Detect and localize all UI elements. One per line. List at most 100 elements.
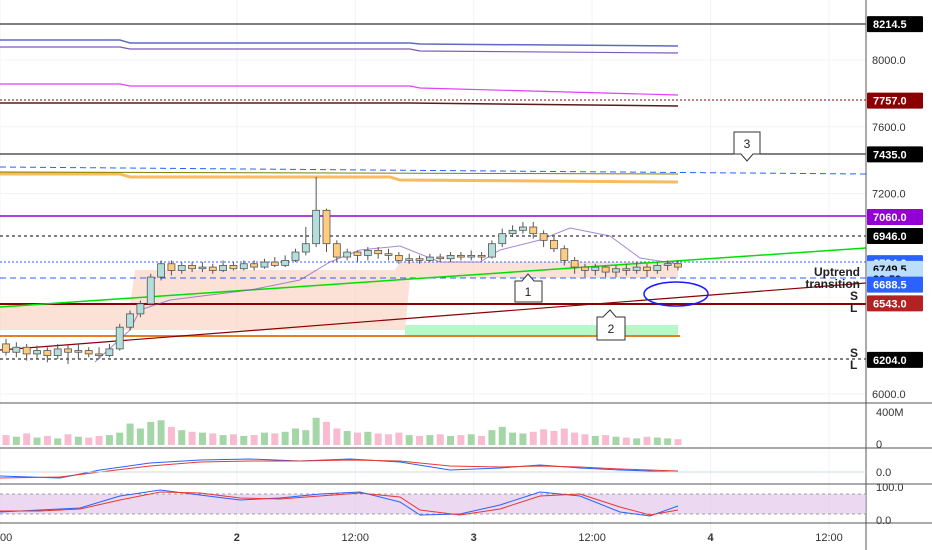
volume-bar: [116, 432, 124, 445]
candle-body: [33, 350, 41, 355]
candle-body: [519, 226, 527, 231]
volume-bar: [85, 437, 93, 445]
volume-bar: [364, 431, 372, 445]
volume-bar: [188, 431, 196, 445]
candle-body: [353, 251, 362, 256]
price-label-badge: 6946.0: [867, 228, 923, 245]
volume-bar: [467, 434, 475, 445]
ma-line-pink: [0, 83, 679, 96]
volume-bar: [633, 438, 641, 445]
candle-body: [198, 266, 207, 270]
volume-bar: [426, 435, 434, 445]
candle-body: [301, 243, 310, 253]
demand-zone: [0, 262, 678, 330]
price-label-badge: 7060.0: [867, 208, 923, 225]
candle-body: [560, 248, 569, 261]
callout-3: 3: [733, 131, 761, 162]
candle-body: [291, 251, 300, 261]
volume-bar: [509, 432, 517, 445]
volume-bar: [519, 433, 527, 445]
time-tick-label: 00: [0, 532, 12, 544]
price-label-badge: 6543.0: [867, 295, 923, 312]
candle-body: [208, 266, 217, 271]
candle-body: [239, 263, 248, 270]
volume-bar: [571, 432, 579, 445]
candle-body: [581, 266, 589, 271]
volume-bar: [478, 435, 486, 445]
macd-pane: [0, 458, 866, 479]
candle-body: [394, 254, 403, 261]
volume-bar: [302, 430, 310, 445]
candle-body: [157, 263, 165, 278]
candle-body: [591, 266, 600, 271]
volume-bar: [385, 434, 393, 445]
volume-bar: [23, 433, 31, 445]
volume-bar: [260, 432, 268, 445]
volume-bar: [581, 434, 589, 445]
drawing-lines: [0, 23, 867, 363]
candle-body: [126, 313, 134, 328]
volume-bar: [550, 430, 558, 445]
candle-body: [64, 348, 72, 353]
ma-line-orange: [0, 172, 679, 184]
ma-line-olive: [0, 171, 679, 175]
candle-body: [105, 348, 114, 356]
candle-body: [12, 346, 21, 353]
time-tick-label: 12:00: [815, 532, 843, 544]
candle-body: [425, 256, 434, 261]
moving-average-lines: [0, 39, 679, 184]
bollinger-line: [94, 227, 679, 363]
candle-body: [415, 258, 424, 261]
volume-bar: [540, 429, 548, 445]
svg-text:7060.0: 7060.0: [873, 212, 907, 224]
l-marker-lower: L: [850, 358, 857, 372]
candle-body: [115, 326, 124, 350]
candle-body: [53, 348, 62, 356]
candle-body: [363, 249, 372, 256]
time-tick-label: 3: [471, 532, 477, 544]
candle-body: [260, 261, 269, 268]
zones: [0, 262, 680, 337]
callout-2: 2: [596, 309, 626, 341]
volume-bar: [126, 423, 134, 445]
candle-body: [188, 265, 196, 270]
maroon-trendline: [0, 282, 867, 351]
time-tick-label: 2: [234, 532, 240, 544]
candle-body: [663, 263, 672, 266]
volume-bar: [374, 433, 382, 445]
price-label-badge: 8214.5: [867, 16, 923, 33]
volume-bar: [240, 435, 248, 445]
volume-bar: [147, 421, 155, 445]
volume-bar: [457, 435, 465, 445]
volume-bar: [12, 436, 20, 445]
volume-bar: [333, 428, 341, 445]
candle-body: [498, 233, 507, 245]
volume-bar: [653, 437, 661, 445]
volume-bar: [343, 430, 351, 445]
svg-text:6204.0: 6204.0: [873, 355, 907, 367]
candle-body: [467, 254, 476, 258]
volume-bar: [271, 433, 279, 445]
candles: [2, 176, 682, 364]
ma-line-blue-1: [0, 39, 679, 47]
svg-text:6543.0: 6543.0: [873, 298, 907, 310]
candle-body: [374, 249, 383, 255]
price-axis[interactable]: 8000.0 7600.0 7200.0 6000.0 8214.5 7757.0 7435…: [867, 16, 923, 401]
candle-body: [643, 266, 651, 271]
candle-body: [270, 261, 279, 266]
volume-bar: [529, 431, 537, 445]
volume-bar: [643, 436, 651, 445]
candle-body: [674, 263, 682, 268]
green-zone: [405, 325, 678, 335]
volume-bar: [157, 420, 165, 445]
candle-body: [250, 263, 259, 268]
candle-body: [632, 266, 641, 271]
volume-bar: [612, 436, 620, 445]
candle-body: [229, 265, 238, 270]
callout-1: 1: [514, 273, 543, 303]
volume-bar: [436, 434, 444, 445]
volume-bar: [136, 428, 144, 445]
time-axis[interactable]: 00 2 12:00 3 12:00 4 12:00: [0, 532, 843, 544]
